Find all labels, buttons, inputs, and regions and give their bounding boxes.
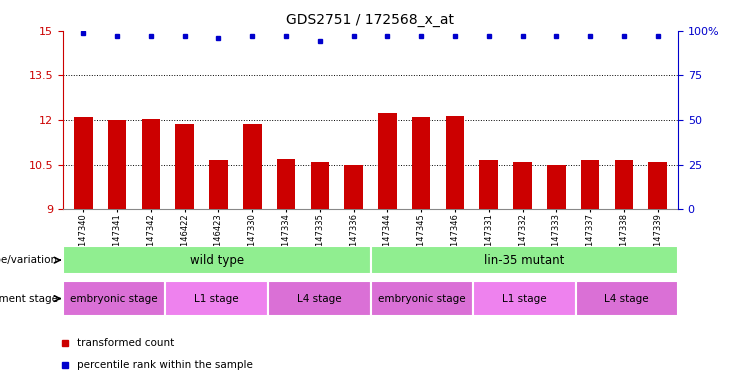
Bar bbox=[445, 116, 465, 209]
Bar bbox=[479, 160, 498, 209]
Bar bbox=[209, 160, 227, 209]
Text: L1 stage: L1 stage bbox=[502, 293, 547, 304]
Bar bbox=[378, 113, 396, 209]
Bar bbox=[107, 120, 127, 209]
Text: transformed count: transformed count bbox=[77, 338, 174, 348]
Bar bbox=[276, 159, 296, 209]
Bar bbox=[310, 162, 329, 209]
Bar bbox=[268, 281, 370, 316]
Text: wild type: wild type bbox=[190, 254, 244, 266]
Bar bbox=[345, 165, 363, 209]
Text: percentile rank within the sample: percentile rank within the sample bbox=[77, 360, 253, 370]
Bar bbox=[514, 162, 532, 209]
Bar bbox=[614, 160, 634, 209]
Bar bbox=[547, 165, 565, 209]
Text: embryonic stage: embryonic stage bbox=[378, 293, 465, 304]
Bar bbox=[581, 160, 599, 209]
Bar bbox=[370, 281, 473, 316]
Title: GDS2751 / 172568_x_at: GDS2751 / 172568_x_at bbox=[287, 13, 454, 27]
Bar bbox=[63, 281, 165, 316]
Bar bbox=[576, 281, 678, 316]
Bar bbox=[648, 162, 667, 209]
Bar bbox=[142, 119, 160, 209]
Bar bbox=[74, 117, 93, 209]
Text: L4 stage: L4 stage bbox=[605, 293, 649, 304]
Text: genotype/variation: genotype/variation bbox=[0, 255, 58, 265]
Text: embryonic stage: embryonic stage bbox=[70, 293, 158, 304]
Bar bbox=[370, 247, 678, 274]
Bar bbox=[473, 281, 576, 316]
Bar bbox=[63, 247, 370, 274]
Text: L1 stage: L1 stage bbox=[194, 293, 239, 304]
Text: development stage: development stage bbox=[0, 293, 58, 304]
Bar bbox=[243, 124, 262, 209]
Bar bbox=[412, 117, 431, 209]
Text: lin-35 mutant: lin-35 mutant bbox=[484, 254, 565, 266]
Bar bbox=[165, 281, 268, 316]
Bar bbox=[176, 124, 194, 209]
Text: L4 stage: L4 stage bbox=[297, 293, 342, 304]
